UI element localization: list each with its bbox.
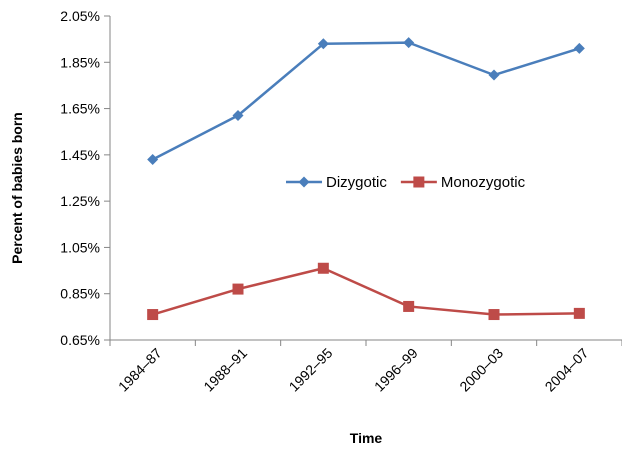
dizygotic-line <box>152 41 580 161</box>
monozygotic-line <box>152 267 580 316</box>
x-tick-label: 2000–03 <box>456 345 506 395</box>
y-axis-ticks: 0.65% 0.85% 1.05% 1.25% 1.45% 1.65% 1.85% 2.05% <box>60 8 110 348</box>
x-tick-label: 1988–91 <box>200 345 250 395</box>
legend-label: Monozygotic <box>441 174 526 191</box>
legend-label: Dizygotic <box>326 174 387 191</box>
y-tick-label: 1.65% <box>60 101 100 117</box>
dizygotic-point <box>403 37 415 49</box>
series-monozygotic <box>147 262 585 321</box>
x-axis-ticks: 1984–87 1988–91 1992–95 1996–99 2000–03 2004–… <box>109 340 622 395</box>
series-dizygotic <box>147 37 585 165</box>
monozygotic-point <box>232 283 244 295</box>
y-tick-label: 1.25% <box>60 193 100 209</box>
y-tick-label: 0.65% <box>60 332 100 348</box>
series-layer <box>147 37 585 321</box>
y-axis-title: Percent of babies born <box>9 112 25 264</box>
monozygotic-point <box>488 309 500 321</box>
y-tick-label: 1.45% <box>60 147 100 163</box>
monozygotic-point <box>403 300 415 312</box>
legend-item-monozygotic: Monozygotic <box>400 174 526 191</box>
dizygotic-point <box>317 38 329 50</box>
dizygotic-point <box>147 153 159 165</box>
y-tick-label: 2.05% <box>60 8 100 24</box>
y-tick-label: 1.85% <box>60 54 100 70</box>
dizygotic-point <box>232 110 244 122</box>
monozygotic-point <box>573 307 585 319</box>
legend-marker <box>298 176 310 188</box>
legend: Dizygotic Monozygotic <box>286 174 526 191</box>
monozygotic-point <box>147 309 159 321</box>
x-tick-label: 1992–95 <box>286 345 336 395</box>
x-axis-title: Time <box>350 430 383 446</box>
x-tick-label: 1984–87 <box>115 345 165 395</box>
y-tick-label: 1.05% <box>60 239 100 255</box>
legend-marker <box>413 176 425 188</box>
dizygotic-point <box>573 42 585 54</box>
x-tick-label: 1996–99 <box>371 345 421 395</box>
dizygotic-point <box>488 69 500 81</box>
monozygotic-point <box>317 262 329 274</box>
y-tick-label: 0.85% <box>60 286 100 302</box>
x-tick-label: 2004–07 <box>542 345 592 395</box>
legend-item-dizygotic: Dizygotic <box>286 174 387 191</box>
